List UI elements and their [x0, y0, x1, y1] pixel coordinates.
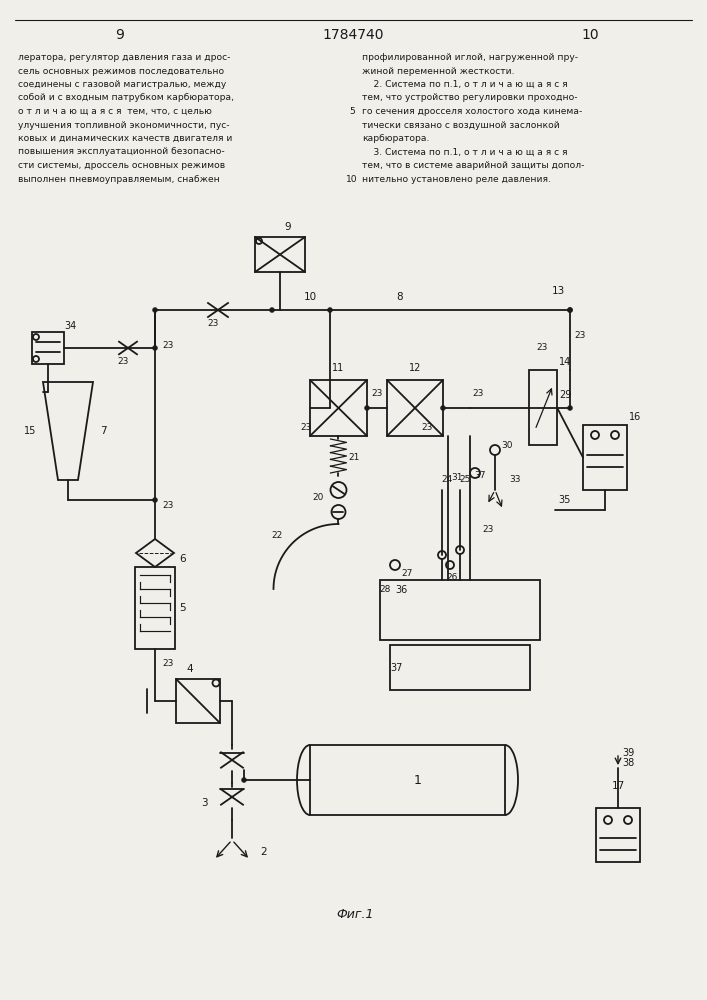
Text: собой и с входным патрубком карбюратора,: собой и с входным патрубком карбюратора, [18, 94, 234, 103]
Text: 23: 23 [117, 357, 129, 365]
Text: лератора, регулятор давления газа и дрос-: лератора, регулятор давления газа и дрос… [18, 53, 230, 62]
Text: выполнен пневмоуправляемым, снабжен: выполнен пневмоуправляемым, снабжен [18, 174, 220, 184]
Bar [596, 808, 640, 862]
Text: 26: 26 [446, 572, 457, 582]
Text: 12: 12 [409, 363, 421, 373]
Text: 33: 33 [509, 476, 521, 485]
Bar [387, 380, 443, 436]
Text: 13: 13 [551, 286, 565, 296]
Text: 23: 23 [163, 500, 174, 510]
Text: 20: 20 [312, 493, 325, 502]
Text: 23: 23 [421, 424, 433, 432]
Circle shape [242, 778, 247, 782]
Text: 37: 37 [390, 663, 402, 673]
Bar [390, 645, 530, 690]
Text: жиной переменной жесткости.: жиной переменной жесткости. [362, 66, 515, 76]
Text: 23: 23 [300, 424, 312, 432]
Text: 38: 38 [622, 758, 634, 768]
Text: 11: 11 [332, 363, 344, 373]
Text: 22: 22 [271, 532, 282, 540]
Text: 39: 39 [622, 748, 634, 758]
Text: 2: 2 [261, 847, 267, 857]
Circle shape [568, 406, 573, 410]
Text: 35: 35 [559, 495, 571, 505]
Text: 9: 9 [285, 222, 291, 232]
Text: тем, что устройство регулировки проходно-: тем, что устройство регулировки проходно… [362, 94, 578, 103]
Text: тически связано с воздушной заслонкой: тически связано с воздушной заслонкой [362, 120, 560, 129]
Bar [583, 425, 627, 490]
Text: 15: 15 [24, 426, 36, 436]
Text: 9: 9 [115, 28, 124, 42]
Text: го сечения дросселя холостого хода кинема-: го сечения дросселя холостого хода кинем… [362, 107, 583, 116]
Circle shape [440, 406, 445, 410]
Text: 14: 14 [559, 357, 571, 367]
Text: 27: 27 [402, 568, 413, 578]
Bar [310, 745, 505, 815]
Text: 29: 29 [559, 390, 571, 400]
Circle shape [153, 346, 158, 351]
Text: 1784740: 1784740 [322, 28, 384, 42]
Text: 28: 28 [380, 585, 391, 594]
Text: улучшения топливной экономичности, пус-: улучшения топливной экономичности, пус- [18, 120, 230, 129]
Text: 7: 7 [100, 426, 106, 436]
Text: 30: 30 [501, 440, 513, 450]
Bar [380, 580, 540, 640]
Text: 17: 17 [612, 781, 624, 791]
Circle shape [153, 308, 158, 312]
Circle shape [269, 308, 274, 312]
Text: 3: 3 [201, 798, 207, 808]
Text: 16: 16 [629, 412, 641, 422]
Text: 10: 10 [581, 28, 599, 42]
Text: 23: 23 [482, 526, 493, 534]
Circle shape [568, 308, 573, 312]
Text: 24: 24 [441, 476, 452, 485]
Text: 3. Система по п.1, о т л и ч а ю щ а я с я: 3. Система по п.1, о т л и ч а ю щ а я с… [362, 147, 568, 156]
Text: 23: 23 [574, 330, 585, 340]
Text: ковых и динамических качеств двигателя и: ковых и динамических качеств двигателя и [18, 134, 233, 143]
Text: 25: 25 [460, 476, 471, 485]
Bar [310, 380, 367, 436]
Text: 31: 31 [451, 474, 463, 483]
Text: 10: 10 [346, 174, 358, 184]
Text: 36: 36 [395, 585, 407, 595]
Circle shape [365, 406, 370, 410]
Text: Фиг.1: Фиг.1 [337, 908, 374, 922]
Text: о т л и ч а ю щ а я с я  тем, что, с целью: о т л и ч а ю щ а я с я тем, что, с цель… [18, 107, 212, 116]
Text: 23: 23 [207, 320, 218, 328]
Text: карбюратора.: карбюратора. [362, 134, 429, 143]
Text: 34: 34 [64, 321, 76, 331]
Text: 8: 8 [397, 292, 403, 302]
Text: 5: 5 [349, 107, 355, 116]
Text: 4: 4 [187, 664, 193, 674]
Bar [255, 237, 305, 272]
Text: 2. Система по п.1, о т л и ч а ю щ а я с я: 2. Система по п.1, о т л и ч а ю щ а я с… [362, 80, 568, 89]
Bar [135, 567, 175, 649]
Text: нительно установлено реле давления.: нительно установлено реле давления. [362, 174, 551, 184]
Bar [529, 370, 557, 445]
Text: 21: 21 [349, 454, 360, 462]
Text: 23: 23 [163, 340, 174, 350]
Text: 37: 37 [474, 471, 486, 480]
Text: 5: 5 [180, 603, 187, 613]
Text: 6: 6 [180, 554, 187, 564]
Text: 23: 23 [537, 344, 548, 353]
Text: повышения эксплуатационной безопасно-: повышения эксплуатационной безопасно- [18, 147, 225, 156]
Text: тем, что в системе аварийной защиты допол-: тем, что в системе аварийной защиты допо… [362, 161, 585, 170]
Text: 23: 23 [163, 660, 174, 668]
Text: 23: 23 [371, 389, 382, 398]
Text: 23: 23 [472, 389, 484, 398]
Text: сти системы, дроссель основных режимов: сти системы, дроссель основных режимов [18, 161, 225, 170]
Text: соединены с газовой магистралью, между: соединены с газовой магистралью, между [18, 80, 226, 89]
Text: 1: 1 [414, 774, 421, 786]
Circle shape [568, 308, 573, 312]
Circle shape [153, 497, 158, 502]
Text: сель основных режимов последовательно: сель основных режимов последовательно [18, 66, 224, 76]
Text: 10: 10 [303, 292, 317, 302]
Text: профилированной иглой, нагруженной пру-: профилированной иглой, нагруженной пру- [362, 53, 578, 62]
Bar [176, 679, 220, 723]
Bar [32, 332, 64, 364]
Circle shape [327, 308, 332, 312]
